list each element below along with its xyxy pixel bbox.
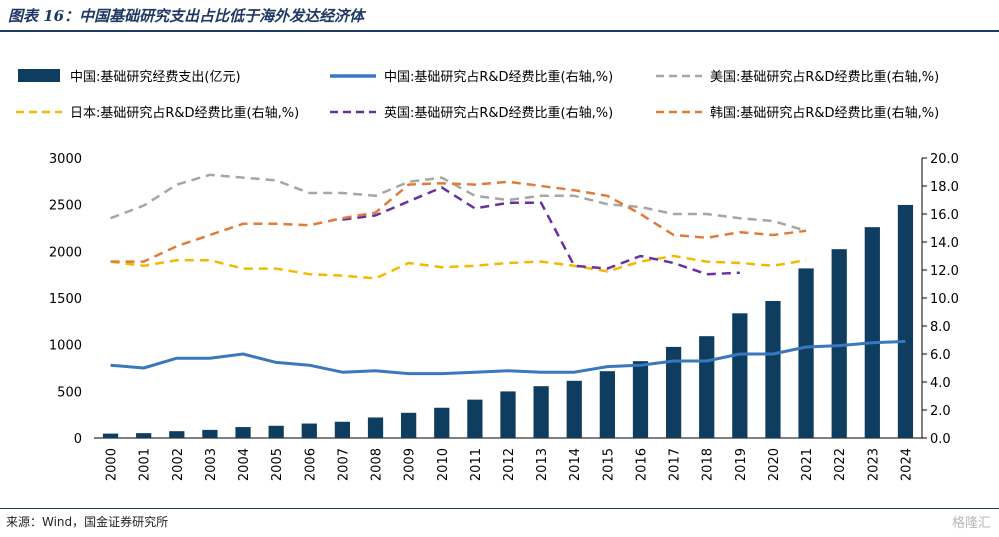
line-series-korea [110,180,807,263]
x-tick-label: 2016 [634,448,649,481]
source-note: 来源：Wind，国金证券研究所 [6,515,169,529]
bar-2000 [102,433,119,438]
x-tick-label: 2015 [601,448,616,481]
legend-item: 韩国:基础研究占R&D经费比重(右轴,%) [656,105,939,121]
x-tick-label: 2006 [303,448,318,481]
bar-2008 [367,417,384,438]
x-tick-label: 2011 [469,448,484,481]
bar-2018 [699,336,715,438]
bar-2021 [798,268,814,438]
left-axis-tick-label: 0 [74,432,82,447]
x-tick-label: 2023 [866,448,881,481]
legend-item: 日本:基础研究占R&D经费比重(右轴,%) [16,105,299,121]
legend-label: 美国:基础研究占R&D经费比重(右轴,%) [710,69,939,85]
watermark-logo: 格隆汇 [951,516,991,531]
line-series-china_line [110,339,906,376]
left-axis-tick-label: 1500 [49,292,82,307]
legend-item: 中国:基础研究占R&D经费比重(右轴,%) [330,69,613,85]
legend-label: 中国:基础研究经费支出(亿元) [70,70,241,85]
x-tick-label: 2007 [336,448,351,481]
x-tick-label: 2008 [370,448,385,481]
bar-2022 [831,249,847,438]
bar-2003 [202,429,218,438]
footer-divider [0,508,999,509]
right-axis-tick-label: 20.0 [930,152,959,167]
x-tick-label: 2022 [833,448,848,481]
bar-2024 [897,204,914,438]
bar-2015 [599,371,615,438]
bar-2005 [268,425,284,438]
legend-swatch [18,69,60,82]
bar-2014 [566,380,582,438]
bar-2001 [136,433,152,438]
legend-label: 日本:基础研究占R&D经费比重(右轴,%) [70,105,299,121]
x-tick-label: 2017 [668,448,683,481]
legend-item: 英国:基础研究占R&D经费比重(右轴,%) [330,105,613,121]
right-axis-tick-label: 6.0 [930,348,951,363]
legend-item: 中国:基础研究经费支出(亿元) [18,69,241,85]
x-tick-label: 2003 [204,448,219,481]
bar-2002 [169,431,185,438]
right-axis-tick-label: 14.0 [930,236,959,251]
bar-2007 [334,421,351,438]
bar-2006 [301,423,317,438]
right-axis-tick-label: 16.0 [930,208,959,223]
x-tick-label: 2012 [502,448,517,481]
x-tick-label: 2013 [535,448,550,481]
bar-2011 [467,399,483,438]
x-tick-label: 2004 [237,448,252,481]
line-series-japan [110,254,807,280]
bar-2023 [864,227,880,438]
bar-2004 [235,427,251,438]
x-tick-label: 2001 [138,448,153,481]
x-tick-label: 2018 [701,448,716,481]
x-tick-label: 2000 [105,448,120,481]
right-axis-tick-label: 4.0 [930,376,951,391]
x-tick-label: 2005 [270,448,285,481]
right-axis-tick-label: 12.0 [930,264,959,279]
bar-2016 [632,361,649,438]
legend-label: 韩国:基础研究占R&D经费比重(右轴,%) [710,105,939,121]
bar-2010 [434,407,450,438]
bar-2020 [765,300,781,438]
right-axis-tick-label: 8.0 [930,320,951,335]
x-tick-label: 2020 [767,448,782,481]
left-axis-tick-label: 500 [57,385,82,400]
x-tick-label: 2021 [800,448,815,481]
left-axis-tick-label: 1000 [49,339,82,354]
right-axis-tick-label: 0.0 [930,432,951,447]
bar-2017 [665,346,682,438]
x-tick-label: 2014 [568,448,583,481]
bar-2012 [500,391,516,438]
right-axis-tick-label: 2.0 [930,404,951,419]
bar-2019 [732,313,748,438]
bar-2009 [401,412,417,438]
legend-label: 英国:基础研究占R&D经费比重(右轴,%) [384,105,613,121]
x-tick-label: 2002 [171,448,186,481]
right-axis-tick-label: 18.0 [930,180,959,195]
bar-2013 [533,386,549,438]
chart-title: 图表 16：中国基础研究支出占比低于海外发达经济体 [8,7,365,25]
line-series-uk [342,186,740,276]
right-axis-tick-label: 10.0 [930,292,959,307]
title-divider [0,30,999,32]
x-tick-label: 2009 [403,448,418,481]
left-axis-tick-label: 2000 [49,245,82,260]
legend-label: 中国:基础研究占R&D经费比重(右轴,%) [384,69,613,85]
left-axis-tick-label: 3000 [49,152,82,167]
combo-chart: 0 500 1000 1500 2000 2500 3000 0.0 2.0 4.0 6.0 8.0 1… [16,69,959,481]
x-tick-label: 2019 [734,448,749,481]
left-axis-tick-label: 2500 [49,199,82,214]
legend-item: 美国:基础研究占R&D经费比重(右轴,%) [656,69,939,85]
x-tick-label: 2010 [436,448,451,481]
x-tick-label: 2024 [899,448,914,481]
line-series-usa [110,173,807,232]
